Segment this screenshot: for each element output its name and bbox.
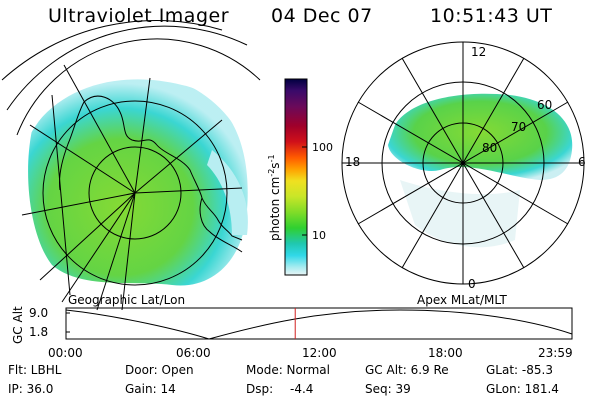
time-label: 10:51:43 UT (430, 5, 553, 27)
ip-info: IP: 36.0 (8, 382, 54, 396)
altitude-xtick-0000: 00:00 (48, 346, 83, 360)
mlt-label-12: 12 (471, 45, 486, 59)
aurora-image-magnetic (388, 93, 573, 180)
mlat-label-70: 70 (511, 120, 526, 134)
altitude-ytick-1.8: 1.8 (29, 325, 48, 339)
glon-info: GLon: 181.4 (486, 382, 559, 396)
altitude-xtick-1200: 12:00 (302, 346, 337, 360)
geographic-panel-label: Geographic Lat/Lon (68, 293, 186, 307)
colorbar-tick-10: 10 (312, 229, 326, 242)
aurora-image-geographic (28, 79, 248, 286)
mlt-label-0: 0 (468, 277, 476, 291)
mlat-label-80: 80 (482, 141, 497, 155)
magnetic-panel-label: Apex MLat/MLT (417, 293, 507, 307)
colorbar-tick-100: 100 (312, 141, 333, 154)
mode-info: Mode: Normal (246, 363, 330, 377)
gc-alt-info: GC Alt: 6.9 Re (365, 363, 449, 377)
instrument-title: Ultraviolet Imager (48, 5, 230, 27)
altitude-ylabel: GC Alt (11, 306, 25, 344)
mlt-label-6: 6 (578, 155, 586, 169)
altitude-xtick-1800: 18:00 (428, 346, 463, 360)
altitude-plot: 9.0 1.8 GC Alt 00:00 06:00 12:00 18:00 2… (11, 306, 573, 360)
colorbar-scale (284, 78, 308, 276)
dsp-label: Dsp: (246, 382, 274, 396)
geographic-image-panel (1, 19, 261, 311)
mlt-label-18: 18 (345, 155, 360, 169)
seq-info: Seq: 39 (365, 382, 411, 396)
altitude-curve (65, 309, 573, 340)
gain-info: Gain: 14 (125, 382, 176, 396)
altitude-ytick-9: 9.0 (29, 306, 48, 320)
colorbar-unit-label: photon cm-2s-1 (267, 154, 282, 241)
date-label: 04 Dec 07 (271, 5, 373, 27)
colorbar: 100 10 photon cm-2s-1 (267, 78, 333, 276)
glat-info: GLat: -85.3 (486, 363, 553, 377)
magnetic-image-panel: 12 6 0 18 60 70 80 (341, 41, 586, 291)
door-info: Door: Open (125, 363, 194, 377)
dsp-value: -4.4 (290, 382, 314, 396)
altitude-xtick-0600: 06:00 (176, 346, 211, 360)
mlat-label-60: 60 (537, 98, 552, 112)
filter-info: Flt: LBHL (8, 363, 62, 377)
altitude-xtick-2359: 23:59 (538, 346, 573, 360)
altitude-plot-frame (65, 307, 573, 340)
